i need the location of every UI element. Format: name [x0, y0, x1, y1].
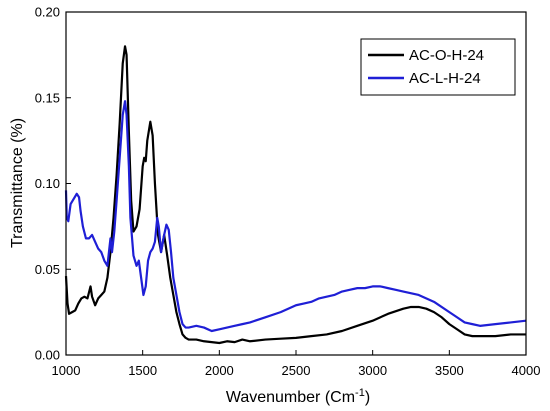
x-tick-label: 1500: [128, 363, 157, 378]
x-tick-label: 3500: [435, 363, 464, 378]
y-tick-label: 0.15: [35, 90, 60, 105]
series-layer: [64, 45, 527, 345]
y-tick-label: 0.20: [35, 5, 60, 20]
x-axis-label: Wavenumber (Cm-1): [226, 387, 370, 406]
legend-label-ac-l-h-24: AC-L-H-24: [409, 70, 481, 87]
series-line-ac-l-h-24: [64, 100, 527, 333]
x-axis-ticks: 1000 1500 2000 2500 3000 3500 4000: [52, 350, 541, 378]
series-line-ac-o-h-24: [64, 45, 526, 345]
x-axis-label-tail: ): [365, 389, 370, 406]
x-tick-label: 2500: [282, 363, 311, 378]
legend: AC-O-H-24 AC-L-H-24: [360, 38, 516, 96]
x-axis-label-main: Wavenumber (Cm: [226, 389, 355, 406]
x-axis-label-sup: -1: [355, 387, 365, 399]
y-axis-label: Transmittance (%): [9, 118, 26, 248]
y-axis-ticks: 0.00 0.05 0.10 0.15 0.20: [35, 5, 71, 363]
x-tick-label: 3000: [358, 363, 387, 378]
x-tick-label: 4000: [512, 363, 541, 378]
y-tick-label: 0.05: [35, 262, 60, 277]
x-tick-label: 2000: [205, 363, 234, 378]
legend-box: [360, 38, 516, 96]
y-tick-label: 0.10: [35, 176, 60, 191]
x-tick-label: 1000: [52, 363, 81, 378]
y-tick-label: 0.00: [35, 348, 60, 363]
legend-label-ac-o-h-24: AC-O-H-24: [409, 47, 484, 64]
